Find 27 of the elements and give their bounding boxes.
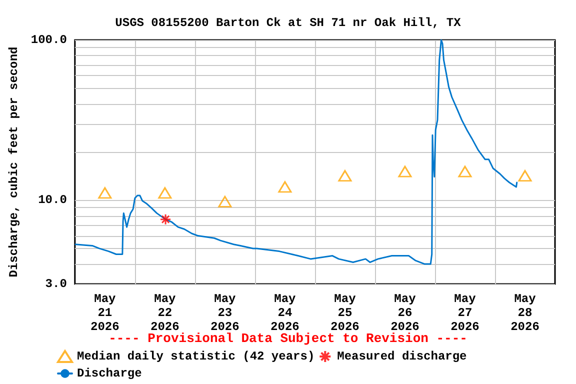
x-tick-label: May 23 2026 [210, 292, 240, 334]
point [278, 181, 292, 193]
legend-label: Median daily statistic (42 years) [77, 350, 315, 364]
point [518, 170, 532, 182]
point [338, 170, 352, 182]
line-series [74, 39, 518, 265]
point [160, 214, 172, 226]
y-axis-title: Discharge, cubic feet per second [7, 46, 21, 278]
point [398, 166, 412, 178]
x-tick-label: May 24 2026 [270, 292, 300, 334]
legend-label: Discharge [77, 366, 142, 380]
x-tick-label: May 21 2026 [90, 292, 120, 334]
y-tick-label: 100.0 [30, 33, 67, 47]
point [218, 196, 232, 208]
point [98, 187, 112, 199]
x-tick-label: May 28 2026 [510, 292, 540, 334]
legend-label: Measured discharge [337, 350, 467, 364]
x-tick-label: May 26 2026 [390, 292, 420, 334]
y-tick-label: 10.0 [38, 193, 67, 208]
chart-title: USGS 08155200 Barton Ck at SH 71 nr Oak Hill, TX [115, 16, 462, 30]
point [458, 166, 472, 178]
point [158, 187, 172, 199]
x-tick-label: May 22 2026 [150, 292, 180, 334]
text: ---- Provisional Data Subject to Revision ---- [108, 331, 468, 346]
x-tick-label: May 25 2026 [330, 292, 360, 334]
x-tick-label: May 27 2026 [450, 292, 480, 334]
y-tick-label: 3.0 [45, 277, 67, 291]
